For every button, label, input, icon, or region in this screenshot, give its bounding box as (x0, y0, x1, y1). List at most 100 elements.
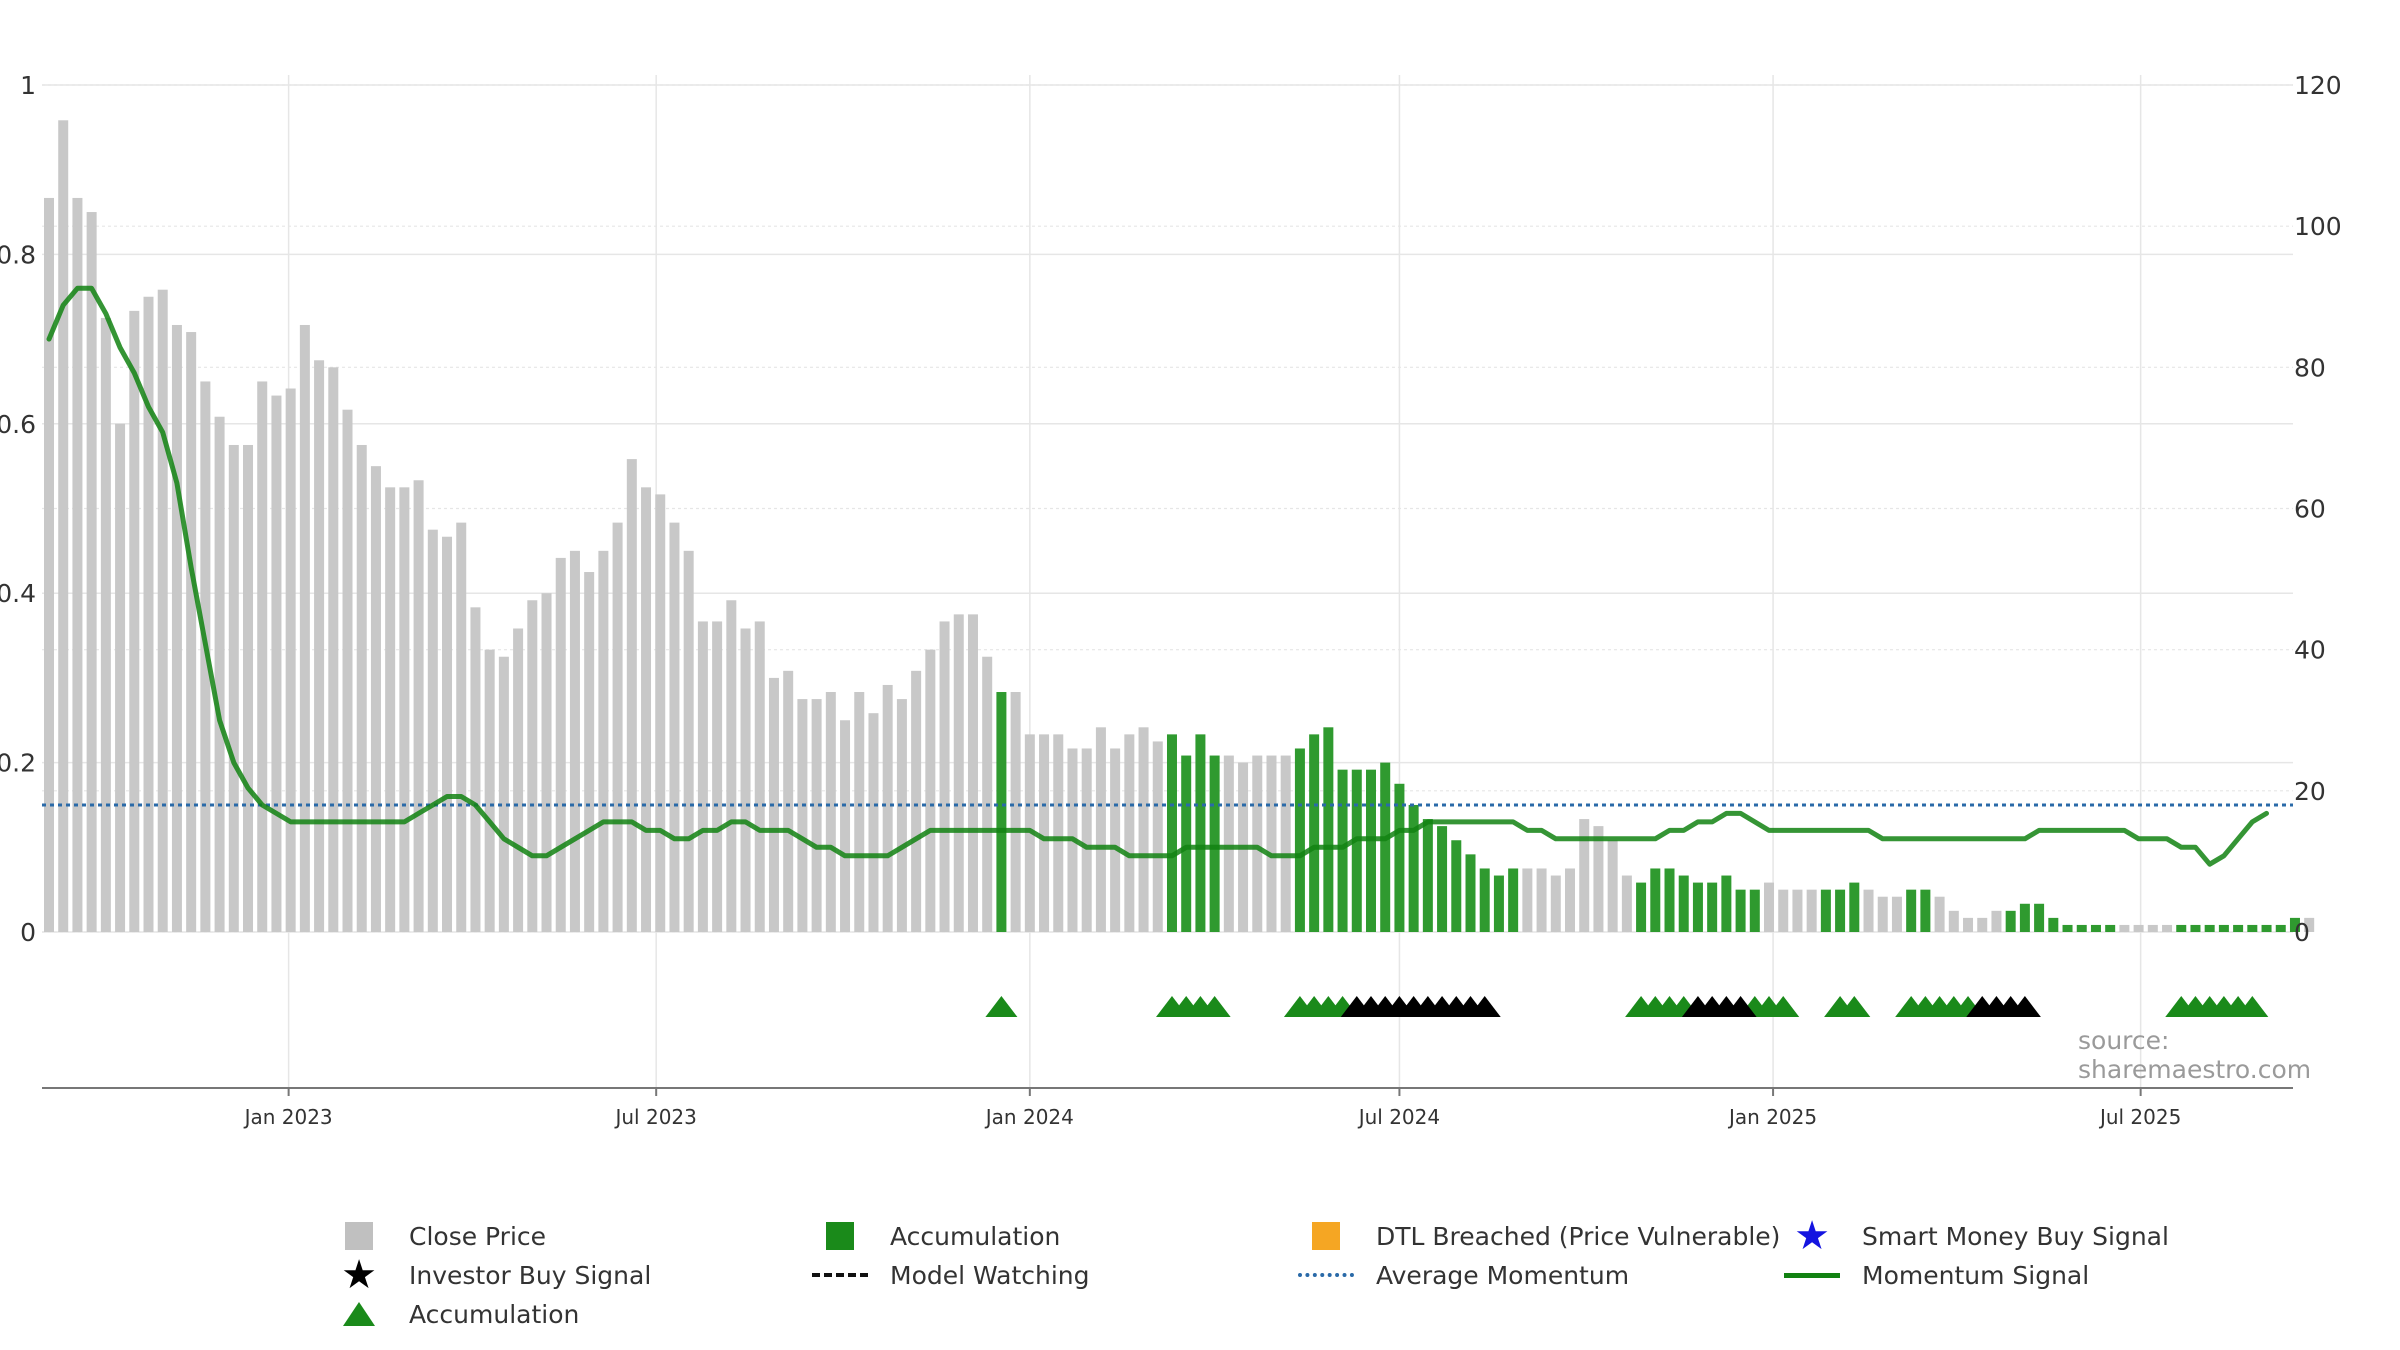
accumulation-bar (2076, 924, 2087, 932)
close-price-bar (854, 692, 865, 932)
close-price-bar (257, 381, 268, 932)
close-price-bar (285, 388, 296, 933)
close-price-bar (299, 324, 310, 932)
close-price-bar (1991, 910, 2002, 932)
close-price-bar (1039, 734, 1050, 932)
close-price-bar (840, 720, 851, 932)
y-left-tick-label: 0.2 (0, 749, 36, 778)
accumulation-bar (2247, 924, 2258, 932)
close-price-bar (669, 522, 680, 932)
close-price-bar (1934, 896, 1945, 932)
close-price-bar (1124, 734, 1135, 932)
axes: Jan 2023 Jul 2023 Jan 2024 Jul 2024 Jan 2025… (0, 71, 2342, 1129)
accumulation-bar (2090, 924, 2101, 932)
y-left-tick-label: 0.6 (0, 410, 36, 439)
close-price-bar (1522, 868, 1533, 932)
accumulation-bar (1920, 889, 1931, 932)
close-price-bar (1536, 868, 1547, 932)
close-price-bar (882, 684, 893, 932)
close-price-bar (1963, 917, 1974, 932)
close-price-bar (328, 367, 339, 932)
close-price-bar (143, 296, 154, 932)
close-price-bar (555, 557, 566, 932)
close-price-bar (896, 699, 907, 932)
accumulation-bar (1479, 868, 1490, 932)
investor-buy-signal-marker (2008, 996, 2041, 1017)
investor-buy-signal-marker (1468, 996, 1501, 1017)
close-price-bar (1593, 826, 1604, 932)
accumulation-bar (1678, 875, 1689, 932)
x-axis-tick-label: Jul 2025 (2098, 1105, 2181, 1129)
close-price-bar (2304, 917, 2315, 932)
close-price-bar (1621, 875, 1632, 932)
close-price-bar (754, 621, 765, 932)
close-price-bar (214, 416, 225, 932)
accumulation-bar (2218, 924, 2229, 932)
x-axis-tick-label: Jan 2024 (984, 1105, 1074, 1129)
close-price-bar (697, 621, 708, 932)
close-price-bar (541, 593, 552, 932)
accumulation-signal-marker (1767, 996, 1800, 1017)
close-price-bar (413, 480, 424, 932)
close-price-bar (641, 487, 652, 932)
close-price-bar (1252, 755, 1263, 932)
accumulation-bar (1835, 889, 1846, 932)
close-price-bar (1138, 727, 1149, 932)
close-price-bar (1081, 748, 1092, 932)
accumulation-bar (1849, 882, 1860, 932)
close-price-bar (1977, 917, 1988, 932)
close-price-bar (2162, 924, 2173, 932)
close-price-bar (385, 487, 396, 932)
close-price-bar (911, 670, 922, 932)
accumulation-bar (2275, 924, 2286, 932)
close-price-bar (314, 360, 325, 932)
y-right-tick-label: 60 (2294, 495, 2326, 524)
close-price-bar (1764, 882, 1775, 932)
close-price-bar (1607, 840, 1618, 932)
close-price-bar (1863, 889, 1874, 932)
close-price-bar (2119, 924, 2130, 932)
close-price-bar (1223, 755, 1234, 932)
accumulation-bar (1650, 868, 1661, 932)
close-price-bar (342, 409, 353, 932)
accumulation-bar (1408, 804, 1419, 932)
accumulation-signal-marker (1198, 996, 1231, 1017)
close-price-bar (655, 494, 666, 932)
close-price-bar (115, 423, 126, 932)
accumulation-bar (1195, 734, 1206, 932)
accumulation-bar (1323, 727, 1334, 932)
close-price-bar (953, 614, 964, 932)
accumulation-signal-marker (985, 996, 1018, 1017)
y-right-tick-label: 120 (2294, 71, 2342, 100)
close-price-bar (1579, 819, 1590, 932)
accumulation-bar (1493, 875, 1504, 932)
accumulation-bar (1721, 875, 1732, 932)
close-price-bar (427, 529, 438, 932)
accumulation-bar (2261, 924, 2272, 932)
y-right-tick-label: 100 (2294, 212, 2342, 241)
close-price-bar (1053, 734, 1064, 932)
accumulation-bar (1422, 819, 1433, 932)
close-price-bar (1792, 889, 1803, 932)
close-price-bar (228, 444, 239, 932)
accumulation-bar (1309, 734, 1320, 932)
close-price-bar (513, 628, 524, 932)
accumulation-bar (1437, 826, 1448, 932)
accumulation-bar (1337, 769, 1348, 932)
close-price-bar (370, 466, 381, 932)
close-price-bar (1565, 868, 1576, 932)
close-price-bar (825, 692, 836, 932)
accumulation-bar (1181, 755, 1192, 932)
source-attribution: source: sharemaestro.com (2078, 1026, 2312, 1084)
close-price-bar (783, 670, 794, 932)
close-price-bar (442, 536, 453, 932)
close-price-bar (811, 699, 822, 932)
accumulation-bar (1351, 769, 1362, 932)
close-price-bar (484, 649, 495, 932)
close-price-bar (939, 621, 950, 932)
accumulation-bar (1380, 762, 1391, 932)
close-price-bar (1877, 896, 1888, 932)
accumulation-bar (1664, 868, 1675, 932)
accumulation-bar (2019, 903, 2030, 932)
close-price-bar (44, 197, 54, 932)
